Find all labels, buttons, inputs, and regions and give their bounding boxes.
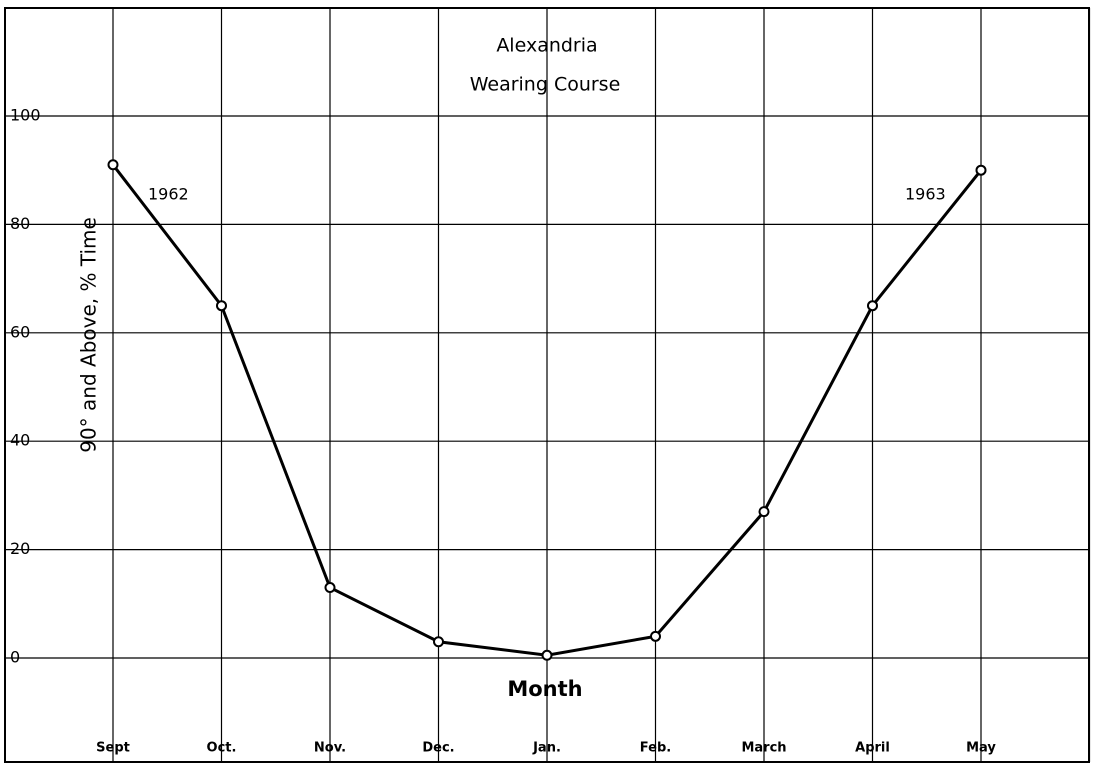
x-tick-label: Oct.: [207, 741, 237, 756]
data-point: [975, 164, 987, 176]
data-point: [650, 630, 661, 642]
chart-subtitle: Wearing Course: [470, 74, 621, 96]
x-tick-label: Dec.: [422, 741, 454, 756]
data-point: [867, 300, 878, 312]
x-tick-label: Nov.: [314, 741, 346, 756]
y-tick-label: 20: [10, 539, 30, 558]
y-tick-label: 60: [10, 322, 30, 341]
y-tick-label: 80: [10, 214, 30, 233]
x-tick-label: Jan.: [532, 741, 561, 756]
x-tick-label: April: [855, 741, 890, 756]
x-tick-label: Feb.: [640, 741, 671, 756]
annotation: 1962: [148, 185, 189, 204]
x-tick-label: Sept: [96, 741, 130, 756]
data-point: [216, 300, 227, 312]
data-point: [433, 636, 444, 648]
y-axis-label: 90° and Above, % Time: [77, 217, 101, 453]
data-point: [107, 159, 119, 171]
x-tick-label: March: [741, 741, 786, 756]
annotation: 1963: [905, 185, 946, 204]
data-point: [758, 506, 770, 518]
y-tick-label: 100: [10, 106, 41, 125]
data-point: [541, 649, 553, 661]
x-tick-label: May: [966, 741, 996, 756]
data-point: [324, 582, 336, 594]
y-tick-label: 0: [10, 648, 20, 667]
x-axis-label: Month: [507, 677, 582, 701]
y-tick-label: 40: [10, 431, 30, 450]
